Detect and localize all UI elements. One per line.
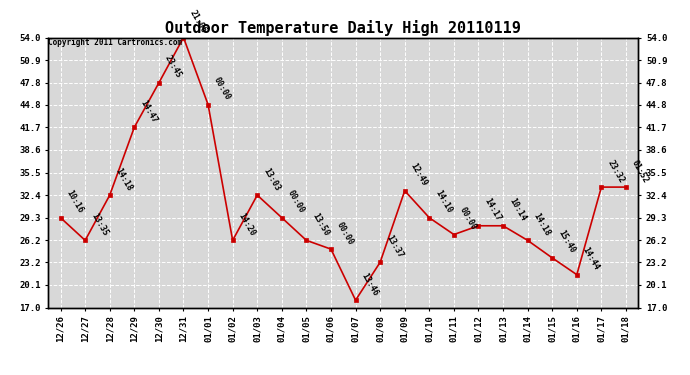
Text: 13:35: 13:35 <box>89 211 110 238</box>
Text: 23:32: 23:32 <box>606 158 626 184</box>
Text: 21:06: 21:06 <box>188 9 208 35</box>
Text: 00:00: 00:00 <box>213 76 233 102</box>
Text: 10:16: 10:16 <box>65 189 85 215</box>
Text: 15:40: 15:40 <box>556 229 577 255</box>
Text: 12:49: 12:49 <box>409 162 429 188</box>
Text: 23:45: 23:45 <box>163 54 184 80</box>
Text: 13:50: 13:50 <box>310 211 331 238</box>
Text: 14:20: 14:20 <box>237 211 257 238</box>
Text: 00:00: 00:00 <box>458 206 478 232</box>
Text: 00:00: 00:00 <box>286 189 306 215</box>
Text: 13:03: 13:03 <box>262 166 282 192</box>
Text: 10:14: 10:14 <box>507 197 528 223</box>
Text: 14:10: 14:10 <box>433 189 454 215</box>
Title: Outdoor Temperature Daily High 20110119: Outdoor Temperature Daily High 20110119 <box>166 20 521 36</box>
Text: 00:00: 00:00 <box>335 220 355 246</box>
Text: 14:47: 14:47 <box>139 98 159 124</box>
Text: 14:17: 14:17 <box>482 197 503 223</box>
Text: Copyright 2011 Cartronics.com: Copyright 2011 Cartronics.com <box>48 38 182 46</box>
Text: 14:18: 14:18 <box>114 166 135 192</box>
Text: 13:46: 13:46 <box>359 271 380 297</box>
Text: 14:18: 14:18 <box>532 211 552 238</box>
Text: 01:52: 01:52 <box>630 158 651 184</box>
Text: 14:44: 14:44 <box>581 246 601 272</box>
Text: 13:37: 13:37 <box>384 233 404 260</box>
